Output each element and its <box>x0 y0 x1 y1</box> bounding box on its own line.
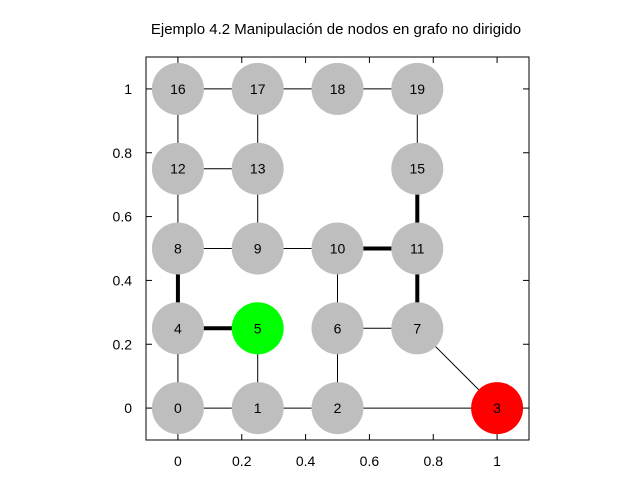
graph-node-label: 17 <box>250 81 266 97</box>
graph-node-marker <box>391 302 444 355</box>
y-tick-label: 1 <box>124 81 132 97</box>
graph-node-marker <box>231 222 284 275</box>
graph-node-marker <box>151 382 204 435</box>
graph-node-8: 8 <box>151 222 204 275</box>
y-tick-label: 0.8 <box>113 145 133 161</box>
graph-node-label: 11 <box>410 241 425 257</box>
graph-node-2: 2 <box>311 382 364 435</box>
x-tick-label: 1 <box>493 453 501 469</box>
graph-node-label: 12 <box>170 161 186 177</box>
graph-node-marker <box>391 62 444 115</box>
graph-node-1: 1 <box>231 382 284 435</box>
graph-node-label: 3 <box>493 400 501 416</box>
x-tick-label: 0.8 <box>424 453 444 469</box>
graph-node-19: 19 <box>391 62 444 115</box>
graph-node-label: 18 <box>330 81 346 97</box>
graph-node-marker <box>311 62 364 115</box>
graph-node-marker <box>231 302 284 355</box>
graph-node-5: 5 <box>231 302 284 355</box>
graph-node-label: 16 <box>170 81 186 97</box>
graph-node-marker <box>391 142 444 195</box>
graph-node-10: 10 <box>311 222 364 275</box>
graph-node-marker <box>151 142 204 195</box>
graph-node-12: 12 <box>151 142 204 195</box>
graph-node-label: 4 <box>174 320 182 336</box>
graph-node-marker <box>151 302 204 355</box>
y-tick-label: 0.6 <box>113 209 133 225</box>
x-tick-label: 0.6 <box>360 453 380 469</box>
graph-node-3: 3 <box>471 382 524 435</box>
chart-title: Ejemplo 4.2 Manipulación de nodos en gra… <box>151 21 521 38</box>
graph-node-marker <box>231 62 284 115</box>
y-tick-label: 0.4 <box>113 272 133 288</box>
axis-ticks: 0 0.2 0.4 0.6 0.8 100.20.40.60.81 <box>113 57 529 469</box>
graph-node-label: 2 <box>334 400 342 416</box>
x-tick-label: 0 <box>174 453 182 469</box>
graph-node-marker <box>311 382 364 435</box>
graph-node-label: 6 <box>334 320 342 336</box>
graph-node-marker <box>151 62 204 115</box>
graph-node-marker <box>231 382 284 435</box>
y-tick-label: 0 <box>124 400 132 416</box>
graph-node-marker <box>311 222 364 275</box>
graph-node-15: 15 <box>391 142 444 195</box>
graph-node-label: 8 <box>174 241 182 257</box>
graph-node-9: 9 <box>231 222 284 275</box>
x-tick-label: 0.4 <box>296 453 316 469</box>
graph-node-marker <box>471 382 524 435</box>
y-tick-label: 0.2 <box>113 336 133 352</box>
graph-node-label: 7 <box>413 320 421 336</box>
plot-frame <box>145 56 530 441</box>
graph-node-label: 15 <box>410 161 426 177</box>
graph-node-16: 16 <box>151 62 204 115</box>
graph-node-marker <box>151 222 204 275</box>
graph-node-11: 11 <box>391 222 444 275</box>
graph-node-label: 19 <box>410 81 426 97</box>
graph-node-label: 5 <box>254 320 262 336</box>
graph-node-label: 13 <box>250 161 266 177</box>
graph-node-13: 13 <box>231 142 284 195</box>
graph-node-label: 0 <box>174 400 182 416</box>
graph-node-0: 0 <box>151 382 204 435</box>
graph-node-18: 18 <box>311 62 364 115</box>
x-tick-label: 0.2 <box>232 453 252 469</box>
graph-node-7: 7 <box>391 302 444 355</box>
graph-node-marker <box>311 302 364 355</box>
graph-node-17: 17 <box>231 62 284 115</box>
graph-node-label: 1 <box>254 400 262 416</box>
graph-node-label: 9 <box>254 241 262 257</box>
graph-node-marker <box>231 142 284 195</box>
graph-node-marker <box>391 222 444 275</box>
graph-node-label: 10 <box>330 241 346 257</box>
graph-node-4: 4 <box>151 302 204 355</box>
graph-node-6: 6 <box>311 302 364 355</box>
